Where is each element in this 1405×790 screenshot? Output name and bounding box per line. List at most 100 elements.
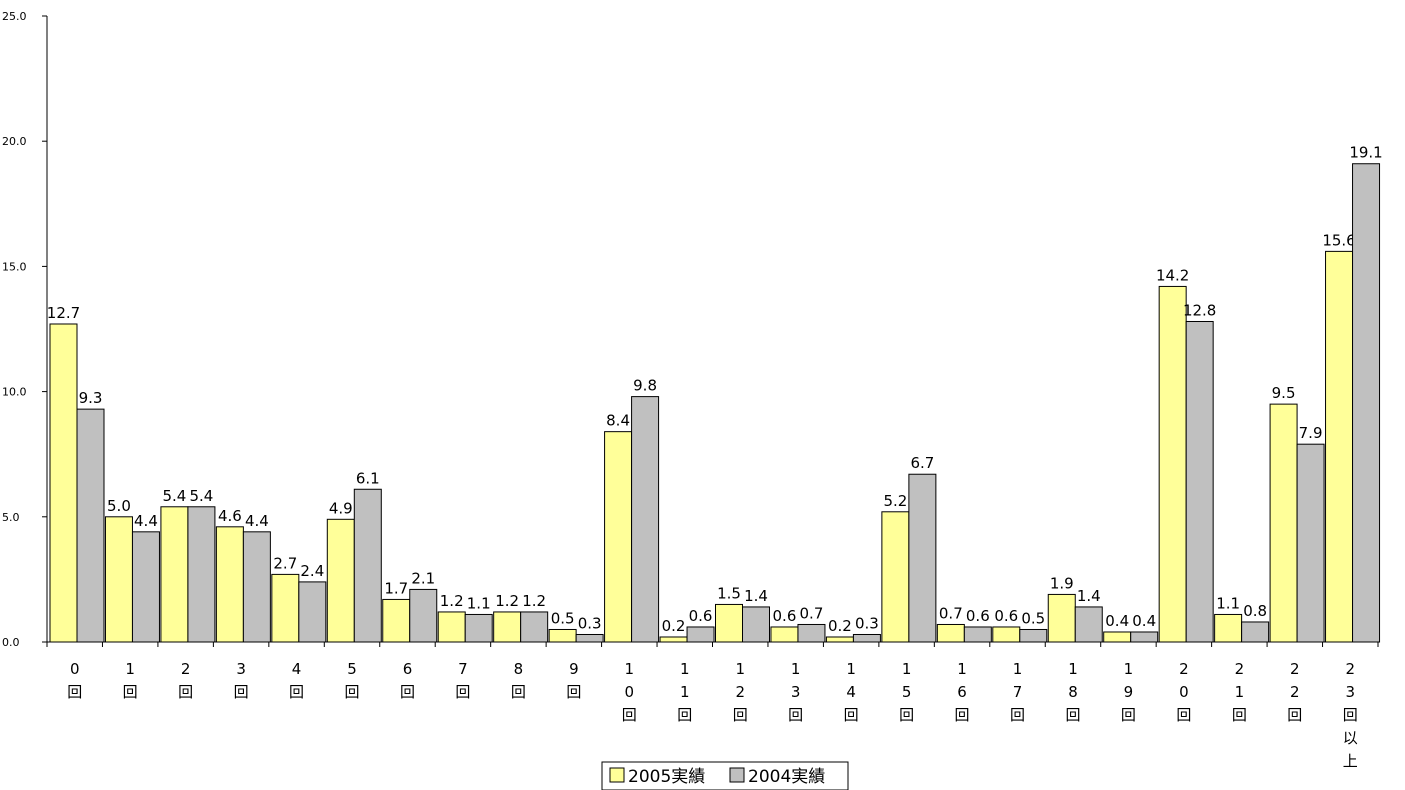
data-label: 14.2: [1156, 266, 1189, 284]
bar-series1: [1103, 631, 1132, 643]
bar-series2: [852, 633, 881, 643]
x-tick-label: 回: [1232, 706, 1247, 724]
x-tick-label: 3: [1345, 683, 1355, 701]
x-tick-label: 9: [1124, 683, 1134, 701]
x-tick-label: 回: [1065, 706, 1080, 724]
bar-series1: [770, 626, 799, 643]
data-label: 4.6: [218, 507, 242, 525]
bar-series1: [1269, 403, 1298, 643]
x-tick-label: 1: [1124, 660, 1134, 678]
bar-series1: [49, 323, 78, 643]
x-tick-label: 回: [955, 706, 970, 724]
bar-series2: [1185, 320, 1214, 643]
data-label: 0.7: [800, 604, 824, 622]
bar-series2: [1296, 443, 1325, 643]
x-tick-label: 回: [289, 683, 304, 701]
bar-series1: [825, 636, 854, 643]
bar-series1: [215, 526, 244, 643]
data-label: 0.5: [551, 609, 575, 627]
data-label: 0.7: [939, 604, 963, 622]
x-tick-label: 以: [1343, 729, 1358, 747]
bar-series2: [908, 473, 937, 643]
data-label: 1.4: [1077, 587, 1101, 605]
bar-series2: [1074, 606, 1103, 643]
bars: 12.79.35.04.45.4 5.44.6 4.42.7 2.44.96.11.7…: [47, 144, 1383, 643]
x-tick-label: 1: [1235, 683, 1245, 701]
x-tick-label: 0: [625, 683, 635, 701]
data-label: 2.4: [300, 562, 324, 580]
data-label: 1.2: [522, 592, 546, 610]
bar-series2: [520, 611, 549, 643]
data-label: 12.7: [47, 304, 80, 322]
x-tick-label: 1: [902, 660, 912, 678]
x-tick-label: 1: [791, 660, 801, 678]
x-tick-label: 7: [1013, 683, 1023, 701]
bar-series2: [797, 623, 826, 643]
data-label: 4.4: [245, 512, 269, 530]
bar-series1: [604, 431, 633, 643]
data-label: 0.2: [662, 617, 686, 635]
x-tick-label: 回: [899, 706, 914, 724]
x-tick-label: 5: [347, 660, 357, 678]
x-tick-label: 回: [1010, 706, 1025, 724]
data-label: 0.6: [773, 607, 797, 625]
x-tick-label: 2: [1345, 660, 1355, 678]
data-label: 8.4: [606, 412, 630, 430]
x-tick-label: 2: [1179, 660, 1189, 678]
data-label: 0.6: [689, 607, 713, 625]
data-label: 1.2: [440, 592, 464, 610]
x-tick-label: 2: [181, 660, 191, 678]
x-tick-label: 1: [1068, 660, 1078, 678]
x-axis: 0 回 1 回 2 回 3 回 4 回 5 回 6 回 7 回 8 回 9 回 1 0 回 1 1 回 1 2 回 1 3 回 1 4 回 1 5 回 1 6…: [46, 641, 1379, 770]
x-tick-label: 3: [236, 660, 246, 678]
bar-series2: [686, 626, 715, 643]
x-tick-label: 回: [455, 683, 470, 701]
data-label: 1.9: [1050, 574, 1074, 592]
bar-series2: [963, 626, 992, 643]
bar-series2: [353, 488, 382, 643]
legend-label: 2005実績: [628, 767, 705, 787]
data-label: 9.5: [1272, 384, 1296, 402]
legend-label: 2004実績: [748, 767, 825, 787]
x-tick-label: 上: [1343, 752, 1358, 770]
bar-series2: [76, 408, 105, 643]
x-tick-label: 6: [957, 683, 967, 701]
x-tick-label: 7: [458, 660, 468, 678]
data-label: 12.8: [1183, 301, 1216, 319]
bar-series1: [104, 516, 133, 643]
bar-series1: [881, 511, 910, 643]
bar-series2: [1130, 631, 1159, 643]
bar-series2: [742, 606, 770, 643]
y-axis: 0.0 5.0 10.0 15.0 20.0 25.0: [2, 10, 48, 649]
bar-series1: [1158, 285, 1187, 643]
bar-series2: [409, 588, 438, 643]
y-tick-label: 5.0: [2, 511, 20, 524]
x-tick-label: 回: [844, 706, 859, 724]
x-tick-label: 0: [70, 660, 80, 678]
x-tick-label: 回: [67, 683, 82, 701]
x-tick-label: 1: [680, 683, 690, 701]
x-tick-label: 回: [1343, 706, 1358, 724]
x-tick-label: 1: [125, 660, 135, 678]
x-tick-label: 8: [514, 660, 524, 678]
bar-series1: [437, 611, 466, 643]
x-tick-label: 5: [902, 683, 912, 701]
y-tick-label: 25.0: [2, 10, 27, 23]
data-label: 7.9: [1299, 424, 1323, 442]
bar-series1: [271, 573, 300, 643]
y-tick-label: 15.0: [2, 260, 27, 273]
x-tick-label: 1: [1013, 660, 1023, 678]
y-tick-label: 10.0: [2, 386, 27, 399]
x-tick-label: 4: [292, 660, 302, 678]
data-label: 1.7: [384, 579, 408, 597]
x-tick-label: 0: [1179, 683, 1189, 701]
bar-series1: [1325, 250, 1354, 643]
bar-series2: [1019, 628, 1048, 643]
x-tick-label: 回: [178, 683, 193, 701]
bar-series1: [992, 626, 1021, 643]
data-label: 1.1: [1216, 594, 1240, 612]
x-tick-label: 回: [234, 683, 249, 701]
data-label: 4.9: [329, 499, 353, 517]
legend-swatch: [729, 767, 745, 783]
